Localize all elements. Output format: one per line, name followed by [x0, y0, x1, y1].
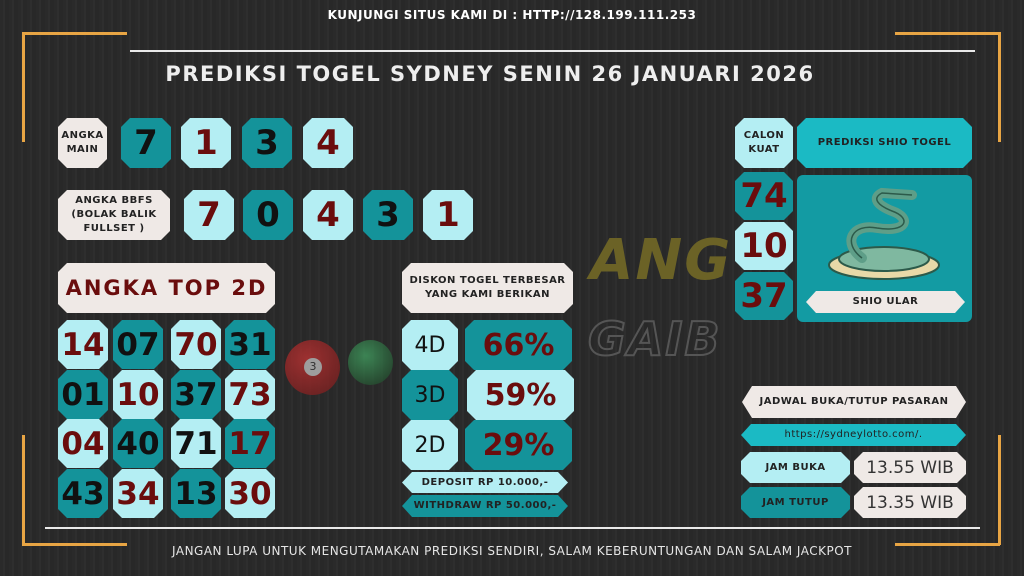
top-2d-number: 73: [225, 370, 275, 419]
calon-kuat-label: CALON KUAT: [735, 118, 793, 168]
bbfs-digit: 4: [303, 190, 353, 240]
top-2d-number: 13: [171, 469, 221, 518]
top-2d-number: 40: [113, 419, 163, 468]
top-2d-number: 01: [58, 370, 108, 419]
jadwal-label: JADWAL BUKA/TUTUP PASARAN: [742, 386, 966, 418]
jam-tutup-value: 13.35 WIB: [854, 487, 966, 518]
billiard-ball-icon: 3: [285, 340, 340, 395]
frame-corner: [22, 543, 127, 546]
diskon-type-3d: 3D: [402, 370, 458, 420]
prediksi-shio-label: PREDIKSI SHIO TOGEL: [797, 118, 972, 168]
shio-panel: SHIO ULAR: [797, 175, 972, 322]
diskon-value-2d: 29%: [465, 420, 572, 470]
frame-corner: [998, 32, 1001, 142]
diskon-value-3d: 59%: [467, 370, 574, 420]
visit-site-text: KUNJUNGI SITUS KAMI DI : HTTP://128.199.…: [327, 8, 697, 22]
angka-main-digit: 4: [303, 118, 353, 168]
top-2d-number: 14: [58, 320, 108, 369]
frame-corner: [998, 435, 1001, 545]
frame-corner: [22, 32, 127, 35]
diskon-label: DISKON TOGEL TERBESAR YANG KAMI BERIKAN: [402, 263, 573, 313]
diskon-value-4d: 66%: [465, 320, 572, 370]
frame-corner: [895, 32, 1000, 35]
bbfs-digit: 7: [184, 190, 234, 240]
jam-buka-value: 13.55 WIB: [854, 452, 966, 483]
divider: [130, 50, 975, 52]
top-2d-number: 34: [113, 469, 163, 518]
bbfs-digit: 0: [243, 190, 293, 240]
top-2d-number: 07: [113, 320, 163, 369]
top-2d-number: 71: [171, 419, 221, 468]
footer-text: JANGAN LUPA UNTUK MENGUTAMAKAN PREDIKSI …: [172, 544, 852, 558]
calon-kuat-number: 74: [735, 172, 793, 220]
watermark-logo-top: ANG: [590, 228, 733, 293]
diskon-type-2d: 2D: [402, 420, 458, 470]
watermark-logo: GAIB: [587, 311, 722, 367]
diskon-type-4d: 4D: [402, 320, 458, 370]
angka-main-label: ANGKA MAIN: [58, 118, 107, 168]
top-2d-number: 30: [225, 469, 275, 518]
calon-kuat-number: 10: [735, 222, 793, 270]
angka-main-digit: 7: [121, 118, 171, 168]
jam-tutup-label: JAM TUTUP: [741, 487, 850, 518]
top-2d-number: 37: [171, 370, 221, 419]
angka-main-digit: 1: [181, 118, 231, 168]
bbfs-digit: 3: [363, 190, 413, 240]
calon-kuat-number: 37: [735, 272, 793, 320]
frame-corner: [22, 435, 25, 545]
shio-name: SHIO ULAR: [806, 291, 965, 313]
top-2d-number: 04: [58, 419, 108, 468]
angka-main-digit: 3: [242, 118, 292, 168]
bbfs-label: ANGKA BBFS (BOLAK BALIK FULLSET ): [58, 190, 170, 240]
withdraw-info: WITHDRAW RP 50.000,-: [402, 495, 568, 517]
page-title: PREDIKSI TOGEL SYDNEY SENIN 26 JANUARI 2…: [165, 62, 815, 86]
top-2d-number: 31: [225, 320, 275, 369]
top-2d-label: ANGKA TOP 2D: [58, 263, 275, 313]
bbfs-digit: 1: [423, 190, 473, 240]
snake-icon: [828, 187, 940, 280]
jam-buka-label: JAM BUKA: [741, 452, 850, 483]
top-2d-number: 70: [171, 320, 221, 369]
top-2d-number: 17: [225, 419, 275, 468]
market-url-link[interactable]: https://sydneylotto.com/.: [741, 424, 966, 446]
frame-corner: [22, 32, 25, 142]
top-2d-number: 10: [113, 370, 163, 419]
billiard-ball-icon: [348, 340, 393, 385]
deposit-info: DEPOSIT RP 10.000,-: [402, 472, 568, 493]
top-2d-number: 43: [58, 469, 108, 518]
frame-corner: [895, 543, 1000, 546]
divider: [45, 527, 980, 529]
